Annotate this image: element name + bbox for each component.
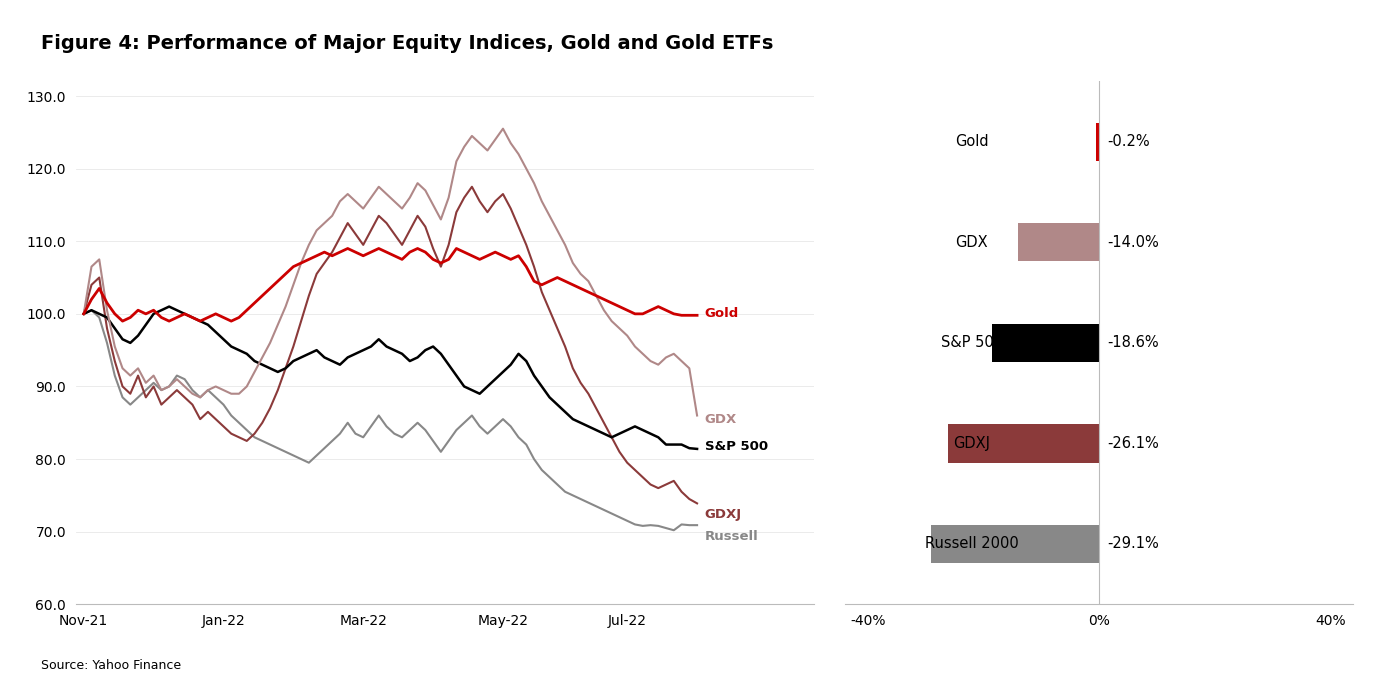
Text: S&P 500: S&P 500: [940, 335, 1003, 350]
Text: -26.1%: -26.1%: [1108, 436, 1160, 451]
Text: -29.1%: -29.1%: [1108, 536, 1160, 551]
Text: Russell 2000: Russell 2000: [925, 536, 1019, 551]
Text: Gold: Gold: [956, 134, 989, 149]
Text: -14.0%: -14.0%: [1108, 235, 1160, 250]
Text: GDX: GDX: [956, 235, 989, 250]
Text: Gold: Gold: [704, 307, 739, 320]
Text: GDX: GDX: [704, 413, 737, 426]
Text: Figure 4: Performance of Major Equity Indices, Gold and Gold ETFs: Figure 4: Performance of Major Equity In…: [41, 34, 773, 53]
Text: Russell: Russell: [704, 530, 758, 543]
Text: GDXJ: GDXJ: [953, 436, 990, 451]
Text: -18.6%: -18.6%: [1108, 335, 1159, 350]
Bar: [1097, 123, 1099, 161]
Text: GDXJ: GDXJ: [704, 508, 742, 521]
Bar: [931, 525, 1099, 563]
Text: Source: Yahoo Finance: Source: Yahoo Finance: [41, 659, 181, 672]
Text: -0.2%: -0.2%: [1108, 134, 1150, 149]
Bar: [1018, 223, 1099, 261]
Text: S&P 500: S&P 500: [704, 440, 768, 454]
Bar: [949, 424, 1099, 462]
Bar: [992, 324, 1099, 362]
